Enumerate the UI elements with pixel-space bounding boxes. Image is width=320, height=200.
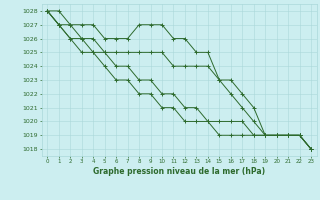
X-axis label: Graphe pression niveau de la mer (hPa): Graphe pression niveau de la mer (hPa) <box>93 167 265 176</box>
